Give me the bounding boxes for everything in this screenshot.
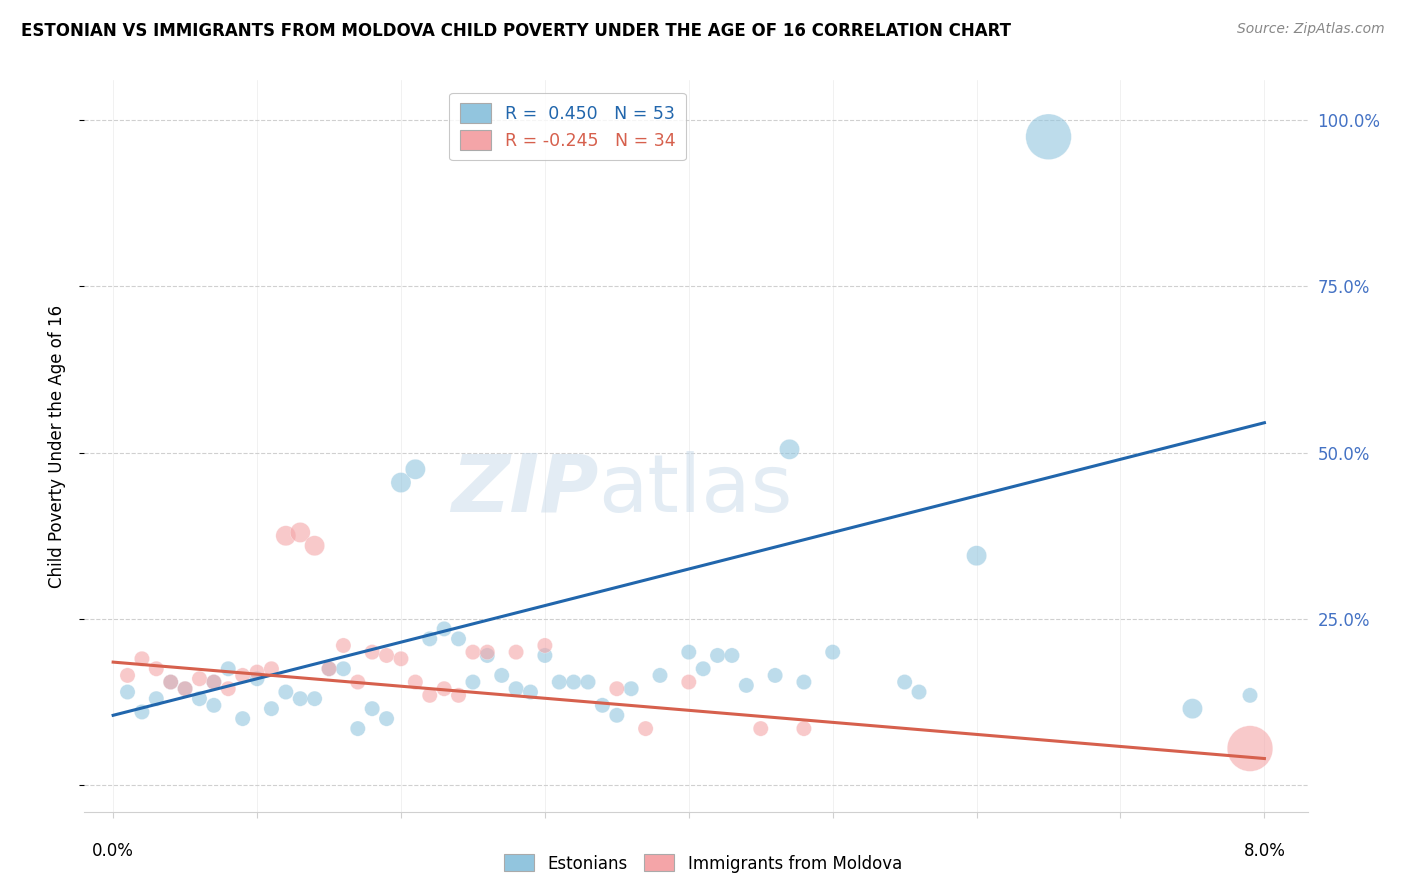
Point [202, 675, 225, 690]
Point [174, 681, 197, 696]
Text: Source: ZipAtlas.com: Source: ZipAtlas.com [1237, 22, 1385, 37]
Point [966, 549, 988, 563]
Point [375, 648, 398, 663]
Point [1181, 701, 1204, 715]
Point [606, 681, 628, 696]
Point [562, 675, 585, 690]
Point [290, 525, 312, 540]
Point [318, 662, 340, 676]
Point [576, 675, 599, 690]
Text: 0.0%: 0.0% [93, 842, 134, 860]
Point [908, 685, 931, 699]
Point [202, 675, 225, 690]
Point [548, 675, 571, 690]
Point [477, 645, 499, 659]
Point [217, 681, 239, 696]
Point [893, 675, 915, 690]
Point [648, 668, 671, 682]
Point [461, 675, 484, 690]
Point [145, 691, 167, 706]
Point [404, 675, 426, 690]
Point [131, 652, 153, 666]
Point [174, 681, 197, 696]
Point [763, 668, 786, 682]
Point [290, 691, 312, 706]
Point [721, 648, 744, 663]
Point [304, 691, 326, 706]
Point [361, 701, 384, 715]
Text: ESTONIAN VS IMMIGRANTS FROM MOLDOVA CHILD POVERTY UNDER THE AGE OF 16 CORRELATIO: ESTONIAN VS IMMIGRANTS FROM MOLDOVA CHIL… [21, 22, 1011, 40]
Point [375, 712, 398, 726]
Point [491, 668, 513, 682]
Point [346, 675, 368, 690]
Point [706, 648, 728, 663]
Point [447, 632, 470, 646]
Point [1038, 129, 1060, 144]
Point [735, 678, 758, 692]
Point [433, 622, 456, 636]
Point [159, 675, 181, 690]
Point [1239, 741, 1261, 756]
Point [678, 645, 700, 659]
Point [821, 645, 844, 659]
Point [246, 672, 269, 686]
Point [591, 698, 613, 713]
Point [346, 722, 368, 736]
Point [145, 662, 167, 676]
Point [505, 645, 527, 659]
Point [692, 662, 714, 676]
Point [260, 701, 283, 715]
Point [389, 475, 412, 490]
Point [217, 662, 239, 676]
Point [404, 462, 426, 476]
Point [534, 648, 557, 663]
Point [620, 681, 643, 696]
Point [159, 675, 181, 690]
Text: atlas: atlas [598, 450, 793, 529]
Point [131, 705, 153, 719]
Point [274, 685, 297, 699]
Point [1239, 689, 1261, 703]
Point [232, 668, 254, 682]
Point [505, 681, 527, 696]
Point [779, 442, 801, 457]
Point [202, 698, 225, 713]
Point [304, 539, 326, 553]
Text: 8.0%: 8.0% [1243, 842, 1285, 860]
Point [477, 648, 499, 663]
Point [260, 662, 283, 676]
Point [332, 662, 354, 676]
Point [188, 672, 211, 686]
Point [678, 675, 700, 690]
Point [534, 639, 557, 653]
Point [793, 722, 815, 736]
Point [188, 691, 211, 706]
Point [433, 681, 456, 696]
Point [232, 712, 254, 726]
Legend: Estonians, Immigrants from Moldova: Estonians, Immigrants from Moldova [498, 847, 908, 880]
Point [793, 675, 815, 690]
Point [749, 722, 772, 736]
Point [447, 689, 470, 703]
Point [519, 685, 541, 699]
Point [117, 685, 139, 699]
Point [274, 529, 297, 543]
Y-axis label: Child Poverty Under the Age of 16: Child Poverty Under the Age of 16 [48, 304, 66, 588]
Text: ZIP: ZIP [451, 450, 598, 529]
Point [419, 632, 441, 646]
Point [461, 645, 484, 659]
Point [361, 645, 384, 659]
Legend: R =  0.450   N = 53, R = -0.245   N = 34: R = 0.450 N = 53, R = -0.245 N = 34 [450, 93, 686, 161]
Point [419, 689, 441, 703]
Point [318, 662, 340, 676]
Point [634, 722, 657, 736]
Point [117, 668, 139, 682]
Point [389, 652, 412, 666]
Point [246, 665, 269, 679]
Point [606, 708, 628, 723]
Point [332, 639, 354, 653]
